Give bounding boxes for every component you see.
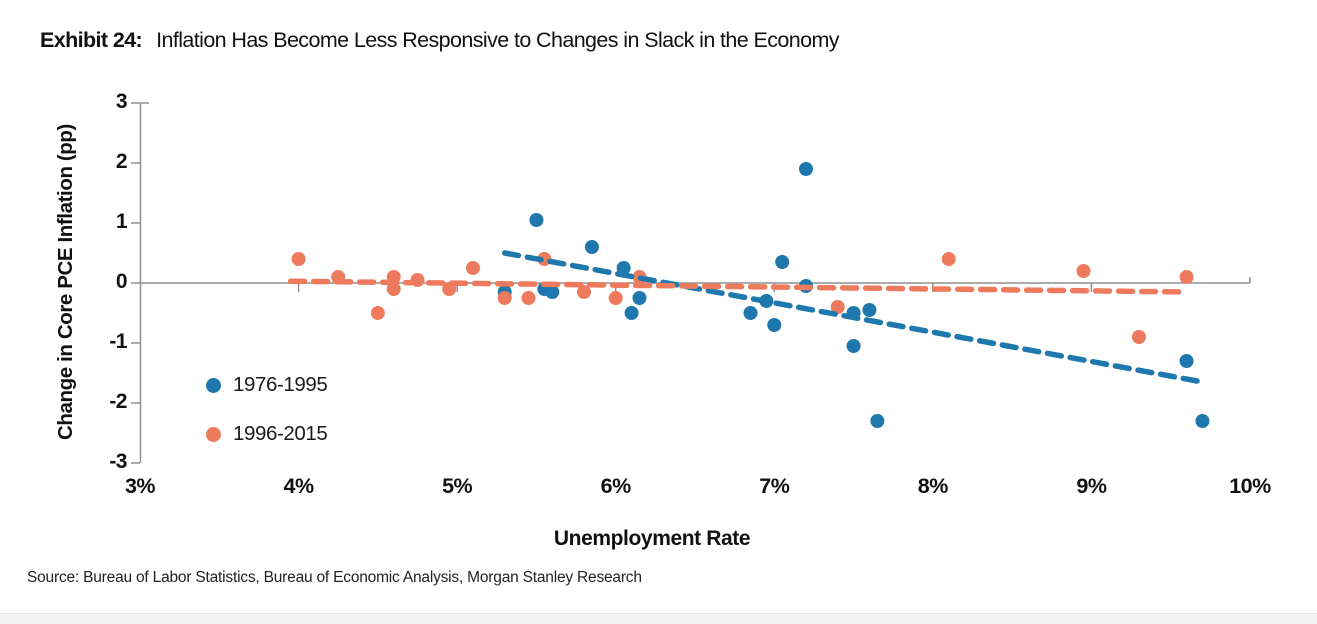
y-tick-label: 0	[115, 270, 128, 293]
data-point-1996-2015	[1076, 264, 1091, 278]
y-tick-label: -3	[109, 450, 127, 473]
data-point-1976-1995	[1179, 354, 1194, 368]
data-point-1976-1995	[545, 285, 560, 299]
legend-item-1976-1995: 1976-1995	[206, 373, 328, 396]
trendline-1996-2015	[287, 278, 1190, 295]
data-point-1996-2015	[1132, 330, 1146, 344]
y-tick-label: 3	[115, 90, 128, 113]
exhibit-number: Exhibit 24:	[40, 28, 143, 52]
data-point-1976-1995	[870, 414, 885, 428]
data-point-1996-2015	[608, 291, 623, 305]
title-text: Inflation Has Become Less Responsive to …	[156, 28, 839, 52]
data-point-1976-1995	[743, 306, 758, 320]
x-tick-label: 3%	[124, 474, 156, 498]
source-note: Source: Bureau of Labor Statistics, Bure…	[27, 569, 642, 586]
data-point-1996-2015	[386, 282, 401, 296]
x-tick-label: 8%	[917, 474, 949, 498]
x-tick-label: 7%	[759, 474, 790, 498]
data-point-1996-2015	[1179, 270, 1194, 284]
x-tick-label: 5%	[442, 474, 473, 498]
data-point-1996-2015	[291, 252, 306, 266]
data-point-1976-1995	[775, 255, 790, 269]
legend-item-1996-2015: 1996-2015	[206, 422, 328, 445]
x-tick-label: 6%	[600, 474, 632, 498]
data-point-1976-1995	[862, 303, 877, 317]
legend-marker-orange	[206, 426, 221, 442]
y-tick-label: 1	[115, 210, 128, 233]
data-point-1996-2015	[370, 306, 385, 320]
x-tick-label: 10%	[1229, 474, 1271, 498]
data-point-1996-2015	[830, 300, 845, 314]
data-point-1996-2015	[497, 291, 512, 305]
x-axis-label: Unemployment Rate	[553, 527, 751, 550]
trendline-1976-1995	[501, 250, 1206, 385]
data-point-1976-1995	[529, 213, 544, 227]
data-point-1976-1995	[1195, 414, 1210, 428]
bottom-divider	[0, 613, 1317, 624]
data-point-1976-1995	[624, 306, 639, 320]
x-tick-label: 9%	[1076, 474, 1107, 498]
legend-label: 1996-2015	[233, 422, 328, 445]
legend-label: 1976-1995	[233, 373, 328, 396]
data-point-1996-2015	[941, 252, 956, 266]
data-point-1976-1995	[616, 261, 631, 275]
y-tick-label: -2	[109, 390, 127, 413]
y-tick-label: 2	[115, 150, 128, 173]
legend: 1976-1995 1996-2015	[206, 373, 328, 472]
data-point-1996-2015	[577, 285, 591, 299]
data-point-1976-1995	[846, 339, 861, 353]
data-point-1976-1995	[632, 291, 647, 305]
data-point-1996-2015	[466, 261, 480, 275]
data-point-1976-1995	[767, 318, 782, 332]
y-tick-label: -1	[109, 330, 127, 353]
x-tick-label: 4%	[283, 474, 315, 498]
data-point-1996-2015	[521, 291, 536, 305]
data-point-1976-1995	[799, 162, 813, 176]
data-point-1976-1995	[584, 240, 599, 254]
legend-marker-blue	[206, 377, 221, 393]
chart-title: Exhibit 24: Inflation Has Become Less Res…	[40, 28, 840, 53]
